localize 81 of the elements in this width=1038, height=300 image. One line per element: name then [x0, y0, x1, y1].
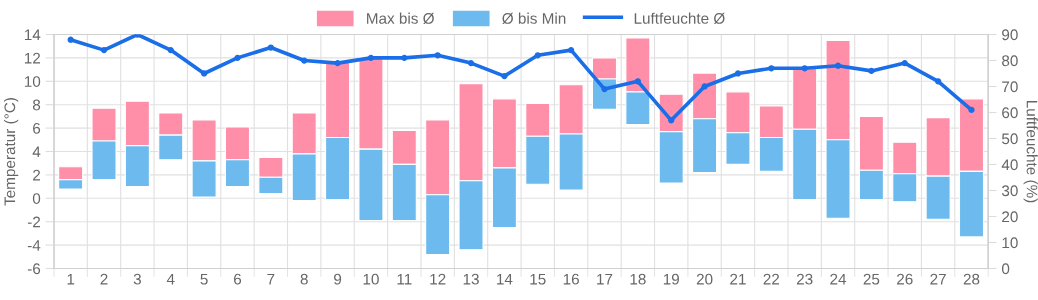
y2-tick-label: 90 [1002, 29, 1018, 41]
x-tick-label: 23 [796, 273, 813, 285]
point [701, 83, 708, 90]
legend-label: Luftfeuchte Ø [634, 12, 725, 25]
y2-tick-label: 30 [1001, 185, 1018, 197]
y2-tick-label: 20 [1002, 211, 1018, 223]
y-tick-label: 10 [24, 76, 41, 87]
point [100, 46, 108, 54]
y-tick-label: 4 [32, 146, 41, 158]
x-tick-label: 22 [763, 273, 780, 285]
x-tick-label: 14 [497, 273, 513, 285]
point [968, 106, 975, 114]
y-tick-label: -6 [27, 263, 41, 275]
point [935, 78, 942, 85]
point [367, 54, 375, 62]
y-tick-label: -2 [27, 216, 41, 228]
y-tick-label: 2 [33, 169, 41, 181]
y-tick-label: 14 [24, 29, 41, 41]
legend-label: Max bis Ø [367, 12, 435, 25]
x-tick-label: 12 [430, 273, 446, 285]
x-tick-label: 24 [830, 273, 847, 285]
point [534, 52, 541, 59]
legend-label: Ø bis Min [502, 12, 566, 25]
y-tick-label: -4 [27, 240, 41, 251]
y2-tick-label: 80 [1002, 55, 1018, 67]
x-tick-label: 2 [100, 273, 108, 285]
point [668, 117, 675, 124]
y-tick-label: 6 [33, 122, 41, 134]
point [768, 65, 775, 72]
point [234, 54, 241, 62]
point [434, 52, 441, 59]
x-tick-label: 17 [597, 273, 613, 285]
point [467, 59, 475, 67]
y-axis-title: Temperatur (°C) [3, 98, 19, 206]
x-tick-label: 18 [630, 273, 646, 285]
y2-tick-label: 0 [1001, 263, 1010, 275]
y2-axis-title: Luftfeuchte (%) [1023, 100, 1038, 203]
point [868, 67, 875, 75]
point [801, 65, 808, 72]
y2-tick-label: 60 [1002, 107, 1018, 119]
x-tick-label: 5 [200, 273, 208, 285]
point [834, 62, 842, 69]
y2-tick-label: 50 [1001, 133, 1018, 145]
x-tick-label: 20 [696, 273, 713, 285]
x-tick-label: 21 [730, 273, 746, 285]
point [634, 78, 641, 85]
x-tick-label: 15 [530, 273, 546, 285]
point [567, 46, 575, 54]
point [501, 72, 508, 80]
point [901, 59, 908, 67]
x-tick-label: 11 [397, 273, 412, 285]
x-tick-label: 9 [334, 273, 342, 285]
x-tick-label: 27 [930, 273, 946, 285]
x-tick-label: 13 [463, 273, 479, 285]
point [301, 57, 308, 64]
point [334, 59, 341, 67]
x-tick-label: 28 [963, 273, 980, 285]
y2-tick-label: 10 [1002, 237, 1018, 249]
y-tick-label: 12 [24, 52, 41, 64]
x-tick-label: 3 [133, 273, 141, 285]
point [401, 54, 408, 62]
point [67, 36, 74, 43]
y2-tick-label: 70 [1002, 81, 1018, 93]
point [601, 85, 608, 93]
x-tick-label: 16 [563, 273, 579, 285]
point [167, 46, 174, 54]
x-tick-label: 6 [234, 273, 242, 285]
y-tick-label: 8 [32, 99, 41, 111]
x-tick-label: 10 [363, 273, 379, 285]
point [267, 44, 274, 51]
x-tick-label: 1 [67, 273, 75, 285]
y-tick-label: 0 [32, 193, 41, 204]
x-tick-label: 4 [166, 273, 175, 285]
x-tick-label: 8 [300, 273, 308, 285]
y2-tick-label: 40 [1001, 159, 1018, 171]
point [734, 70, 742, 77]
point [200, 70, 208, 77]
x-tick-label: 7 [267, 273, 275, 285]
x-tick-label: 26 [897, 273, 913, 285]
x-tick-label: 25 [863, 273, 880, 285]
x-tick-label: 19 [663, 273, 679, 285]
